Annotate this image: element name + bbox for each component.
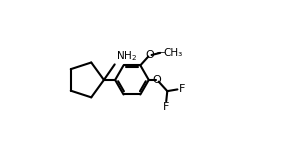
Text: F: F: [163, 102, 169, 112]
Text: F: F: [179, 84, 185, 94]
Text: —: —: [157, 48, 165, 57]
Text: O: O: [145, 51, 154, 60]
Text: O: O: [153, 75, 161, 85]
Text: NH$_2$: NH$_2$: [116, 49, 138, 63]
Text: CH₃: CH₃: [163, 48, 183, 58]
